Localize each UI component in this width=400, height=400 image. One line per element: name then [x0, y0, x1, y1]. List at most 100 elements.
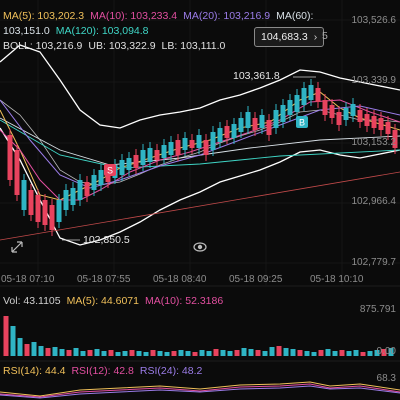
candle-body: [336, 112, 342, 125]
candle-body: [322, 100, 328, 115]
candle-body: [245, 112, 251, 128]
candle-body: [385, 122, 391, 134]
volume-bar: [234, 350, 240, 356]
price-axis-label: 103,526.6: [351, 15, 397, 26]
boll-ub-value: UB: 103,322.9: [88, 40, 156, 52]
volume-bar: [45, 348, 51, 356]
volume-axis-top: 875.791: [359, 304, 396, 315]
eye-icon[interactable]: [193, 242, 207, 252]
candle-body: [140, 150, 146, 165]
candle-body: [364, 114, 370, 126]
candle-body: [189, 140, 195, 148]
volume-bar: [269, 347, 275, 356]
volume-bar: [52, 347, 58, 356]
ma-legend: MA(5): 103,202.3 MA(10): 103,233.4 MA(20):…: [3, 10, 319, 22]
time-axis-label: 05-18 08:40: [153, 274, 207, 285]
candle-body: [266, 120, 272, 135]
ma20-value: MA(20): 103,216.9: [183, 10, 271, 22]
volume-value: Vol: 43.1105: [3, 295, 61, 307]
boll-upper-line: [0, 44, 400, 129]
volume-bar: [318, 350, 324, 356]
price-tag-suffix: 5: [322, 30, 328, 42]
candle-body: [28, 190, 34, 215]
volume-bar: [283, 348, 289, 356]
candle-body: [119, 160, 125, 175]
candle-body: [259, 115, 265, 128]
candle-body: [350, 104, 356, 116]
low-price-label: 102,850.5: [83, 234, 130, 246]
candle-body: [287, 100, 293, 115]
ma60-value: 103,151.0: [3, 25, 50, 37]
time-axis-label: 05-18 07:10: [1, 274, 55, 285]
price-axis-label: 103,153.2: [351, 137, 397, 148]
candle-body: [105, 172, 111, 182]
volume-bar: [3, 316, 9, 356]
candle-body: [161, 145, 167, 158]
volume-bar: [122, 351, 128, 356]
volume-bar: [192, 352, 198, 356]
candle-body: [7, 135, 13, 180]
candle-body: [154, 150, 160, 160]
candle-body: [168, 142, 174, 155]
candle-body: [231, 124, 237, 138]
candle-body: [77, 180, 83, 200]
candle-body: [147, 148, 153, 162]
fullscreen-icon[interactable]: [11, 241, 23, 253]
volume-bar: [59, 349, 65, 356]
rsi-axis-top: 68.3: [376, 373, 396, 384]
ma5-line: [0, 91, 400, 201]
sell-marker[interactable]: S: [104, 164, 116, 176]
volume-bar: [199, 350, 205, 356]
current-price-tag[interactable]: 104,683.3 ›: [254, 27, 325, 47]
volume-bars: [3, 316, 394, 356]
volume-bar: [311, 352, 317, 356]
volume-bar: [10, 326, 16, 356]
candle-body: [133, 155, 139, 168]
candle-body: [238, 118, 244, 132]
volume-bar: [276, 346, 282, 356]
volume-bar: [66, 350, 72, 356]
volume-bar: [164, 352, 170, 356]
candle-body: [252, 118, 258, 130]
candle-body: [273, 110, 279, 128]
candle-body: [56, 200, 62, 222]
boll-value: BOLL: 103,216.9: [3, 40, 83, 52]
trend-line: [0, 171, 400, 241]
high-price-label: 103,361.8: [233, 70, 280, 82]
volume-bar: [381, 349, 387, 356]
volume-bar: [185, 351, 191, 356]
volume-bar: [143, 352, 149, 356]
volume-bar: [115, 352, 121, 356]
volume-bar: [367, 351, 373, 356]
volume-bar: [388, 348, 394, 356]
candle-body: [329, 105, 335, 118]
rsi14-line: [0, 381, 400, 397]
boll-legend: BOLL: 103,216.9 UB: 103,322.9 LB: 103,111.…: [3, 40, 231, 52]
candle-body: [98, 170, 104, 185]
rsi24-value: RSI(24): 48.2: [139, 365, 203, 377]
candle-body: [21, 180, 27, 210]
volume-bar: [248, 349, 254, 356]
candles: [7, 79, 398, 236]
boll-lb-value: LB: 103,111.0: [161, 40, 226, 52]
candle-body: [126, 158, 132, 170]
volume-bar: [150, 350, 156, 356]
volume-legend: Vol: 43.1105 MA(5): 44.6071 MA(10): 52.318…: [3, 295, 229, 307]
ma60-line: [0, 117, 400, 166]
volume-bar: [332, 351, 338, 356]
ma120-value: MA(120): 103,094.8: [55, 25, 149, 37]
time-axis-label: 05-18 07:55: [77, 274, 131, 285]
volume-bar: [24, 344, 30, 356]
candle-body: [343, 108, 349, 120]
volume-bar: [339, 350, 345, 356]
rsi-legend: RSI(14): 44.4 RSI(12): 42.8 RSI(24): 48.2: [3, 365, 208, 377]
buy-marker[interactable]: B: [296, 116, 308, 128]
candle-body: [378, 118, 384, 130]
volume-bar: [171, 351, 177, 356]
volume-bar: [38, 346, 44, 356]
candle-body: [42, 200, 48, 225]
candle-body: [91, 175, 97, 190]
volume-bar: [17, 338, 23, 356]
candle-body: [308, 85, 314, 100]
